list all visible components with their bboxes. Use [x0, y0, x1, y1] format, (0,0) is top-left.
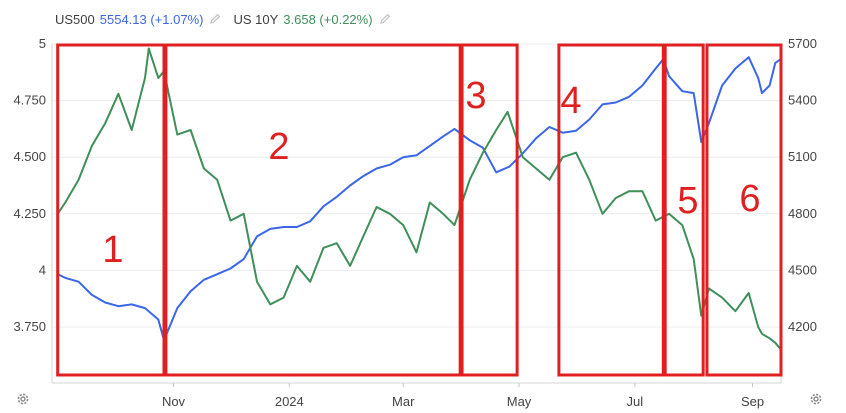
annotation-box-1 — [56, 43, 166, 377]
annotation-label-6: 6 — [739, 178, 760, 220]
x-axis-tick-label: Jul — [627, 394, 644, 409]
annotation-box-3 — [460, 43, 519, 377]
annotation-label-3: 3 — [465, 75, 486, 117]
annotation-box-4 — [557, 43, 665, 377]
legend-us500-name: US500 — [55, 11, 95, 27]
annotation-box-5 — [663, 43, 705, 377]
settings-gear-icon[interactable] — [15, 391, 31, 407]
annotation-label-4: 4 — [560, 80, 581, 122]
legend-item-us500[interactable]: US500 5554.13 (+1.07%) — [55, 12, 221, 27]
x-axis-tick-label: Nov — [162, 394, 186, 409]
left-axis-tick-label: 5 — [39, 36, 46, 51]
left-axis-tick-label: 4 — [39, 262, 46, 277]
legend-item-us10y[interactable]: US 10Y 3.658 (+0.22%) — [233, 12, 390, 27]
annotation-label-1: 1 — [102, 229, 123, 271]
legend-us10y-value: 3.658 (+0.22%) — [283, 11, 373, 27]
x-axis-tick-label: Sep — [741, 394, 764, 409]
right-axis-tick-label: 5700 — [788, 36, 817, 51]
annotation-box-2 — [164, 43, 462, 377]
chart-legend: US500 5554.13 (+1.07%) US 10Y 3.658 (+0.… — [55, 9, 403, 29]
right-axis-tick-label: 5100 — [788, 149, 817, 164]
left-axis-tick-label: 3.750 — [13, 319, 46, 334]
right-axis-tick-label: 4800 — [788, 206, 817, 221]
x-axis-tick-label: 2024 — [275, 394, 304, 409]
pencil-icon[interactable] — [379, 13, 391, 25]
us500-series-line — [56, 56, 782, 342]
x-axis-tick-label: May — [507, 394, 532, 409]
annotation-box-6 — [705, 43, 783, 377]
annotation-label-2: 2 — [268, 126, 289, 168]
right-axis-tick-label: 4500 — [788, 262, 817, 277]
left-axis-tick-label: 4.250 — [13, 206, 46, 221]
left-axis-tick-label: 4.750 — [13, 93, 46, 108]
pencil-icon[interactable] — [209, 13, 221, 25]
right-axis-tick-label: 4200 — [788, 319, 817, 334]
annotation-label-5: 5 — [677, 180, 698, 222]
left-axis-tick-label: 4.500 — [13, 149, 46, 164]
x-axis-tick-label: Mar — [392, 394, 415, 409]
legend-us10y-name: US 10Y — [233, 11, 279, 27]
legend-us500-value: 5554.13 (+1.07%) — [99, 11, 204, 27]
settings-gear-icon[interactable] — [808, 391, 824, 407]
right-axis-tick-label: 5400 — [788, 93, 817, 108]
